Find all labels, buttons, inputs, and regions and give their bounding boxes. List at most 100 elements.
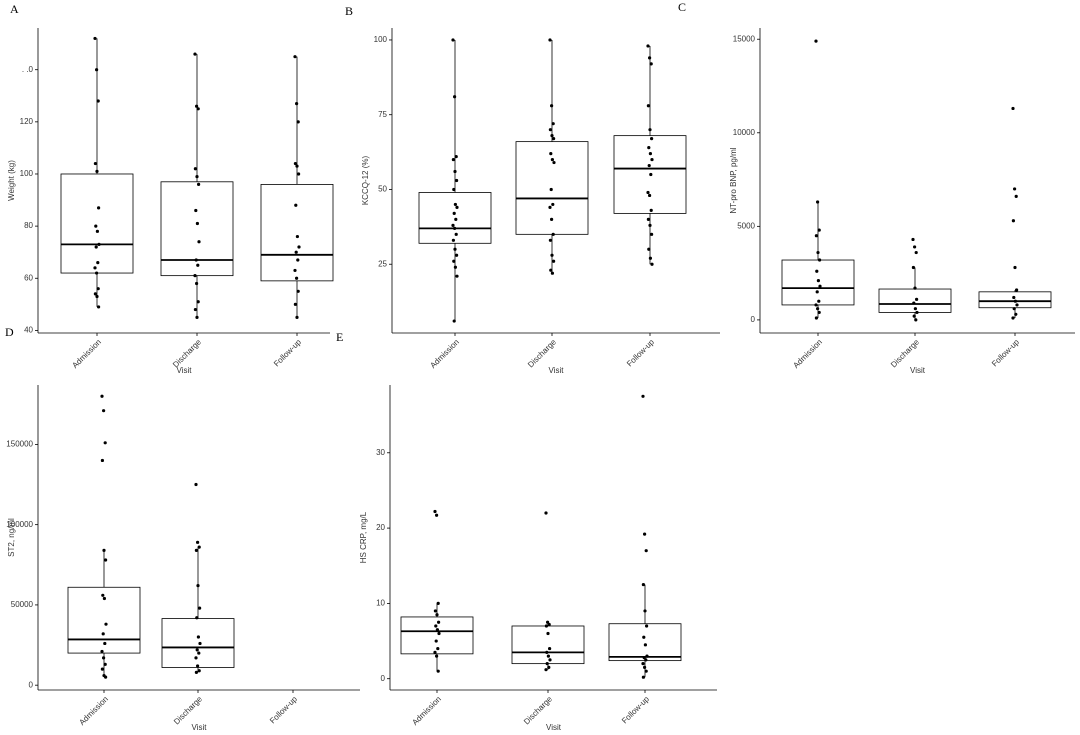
point [104,558,108,562]
y-tick-label: 25 [378,259,387,268]
point [452,319,456,323]
point [649,172,653,177]
point [295,164,299,168]
box [418,192,492,244]
point [648,193,652,198]
y-tick-label: 5000 [737,221,755,230]
point [816,250,820,255]
point [552,259,556,263]
point [644,669,648,673]
point [648,56,652,60]
point [194,548,198,552]
point [550,271,555,275]
point [194,656,198,660]
point [912,301,916,305]
x-tick-label: Discharge [526,337,558,369]
panel-label: A [10,2,19,16]
point [294,250,298,254]
point [293,55,297,59]
point [453,95,457,99]
point [814,39,818,43]
x-tick-label: Admission [791,338,823,370]
point [551,122,555,126]
point [913,286,917,290]
point [1012,307,1016,311]
point [195,616,199,620]
point [293,302,297,306]
point [546,654,551,658]
y-tick-label: 0 [751,315,756,324]
point [197,545,201,549]
point [95,68,99,72]
x-tick-label: Follow-up [990,337,1021,368]
point [815,269,819,273]
point [643,665,647,670]
y-tick-label: 60 [24,273,33,282]
y-tick-label: 100000 [6,520,33,529]
point [296,289,300,293]
point [1013,187,1017,191]
point [548,646,552,651]
point [646,104,651,108]
point [550,253,554,257]
point [293,268,297,273]
point [295,276,299,280]
y-tick-label: 10 [376,599,385,608]
x-tick-label: Admission [70,338,102,370]
point [451,38,455,42]
point [546,620,550,624]
point [550,104,554,108]
point [818,258,822,262]
point [644,549,648,553]
box [260,184,334,282]
point [647,146,651,150]
point [96,287,100,291]
point [650,262,654,266]
point [646,190,650,195]
point [550,217,554,221]
point [198,606,202,610]
point [196,107,200,111]
point [548,128,553,132]
point [452,259,456,263]
point [455,274,459,278]
point [644,658,648,662]
point [454,232,458,236]
point [817,310,821,315]
box [161,618,235,668]
point [96,261,100,265]
point [455,178,459,183]
point [815,290,819,294]
point [294,203,298,207]
point [102,656,106,660]
box [511,625,585,665]
point [97,305,101,309]
y-axis-title: KCCQ-12 (%) [361,155,370,205]
point [911,237,915,242]
point [103,641,107,646]
point [1012,295,1016,300]
point [641,394,645,398]
point [451,223,455,227]
x-axis-title: Visit [192,723,208,732]
point [296,258,300,262]
point [295,234,299,239]
point [641,582,646,587]
point [195,221,199,226]
point [451,157,455,162]
point [196,540,200,544]
point [100,649,104,654]
x-tick-label: Discharge [171,337,203,369]
point [643,643,648,647]
point [649,62,653,66]
point [435,513,439,517]
point [454,154,458,159]
point [453,202,457,207]
point [913,245,917,249]
point [650,157,654,162]
x-tick-label: Follow-up [625,337,656,368]
box [781,259,855,306]
point [647,247,651,251]
point [548,238,553,242]
point [914,250,918,255]
